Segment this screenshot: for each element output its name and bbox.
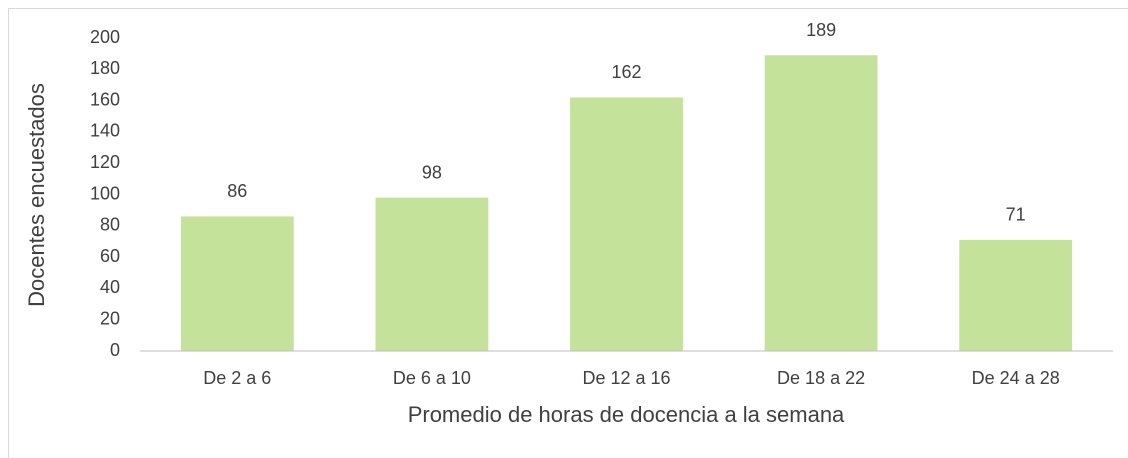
- bar: [764, 55, 878, 352]
- y-axis-title: Docentes encuestados: [24, 83, 49, 307]
- x-tick-label: De 24 a 28: [972, 368, 1060, 388]
- bar: [959, 239, 1073, 351]
- bar: [180, 216, 294, 351]
- data-label: 98: [422, 162, 442, 182]
- y-tick-label: 60: [100, 246, 120, 266]
- y-tick-label: 40: [100, 277, 120, 297]
- data-label: 189: [806, 20, 836, 40]
- x-tick-label: De 18 a 22: [777, 368, 865, 388]
- y-tick-label: 0: [110, 340, 120, 360]
- x-tick-label: De 12 a 16: [582, 368, 670, 388]
- data-label: 71: [1006, 205, 1026, 225]
- data-label: 162: [611, 62, 641, 82]
- y-tick-label: 140: [90, 121, 120, 141]
- bar: [375, 197, 489, 351]
- y-tick-label: 120: [90, 152, 120, 172]
- y-tick-label: 180: [90, 58, 120, 78]
- y-tick-label: 80: [100, 215, 120, 235]
- x-tick-label: De 2 a 6: [203, 368, 271, 388]
- y-tick-label: 20: [100, 308, 120, 328]
- data-label: 86: [227, 181, 247, 201]
- y-tick-label: 160: [90, 89, 120, 109]
- x-axis-title: Promedio de horas de docencia a la seman…: [408, 402, 845, 427]
- chart-border: [8, 8, 1128, 458]
- bar: [570, 97, 683, 351]
- x-tick-label: De 6 a 10: [393, 368, 471, 388]
- y-tick-label: 100: [90, 183, 120, 203]
- y-tick-label: 200: [90, 27, 120, 47]
